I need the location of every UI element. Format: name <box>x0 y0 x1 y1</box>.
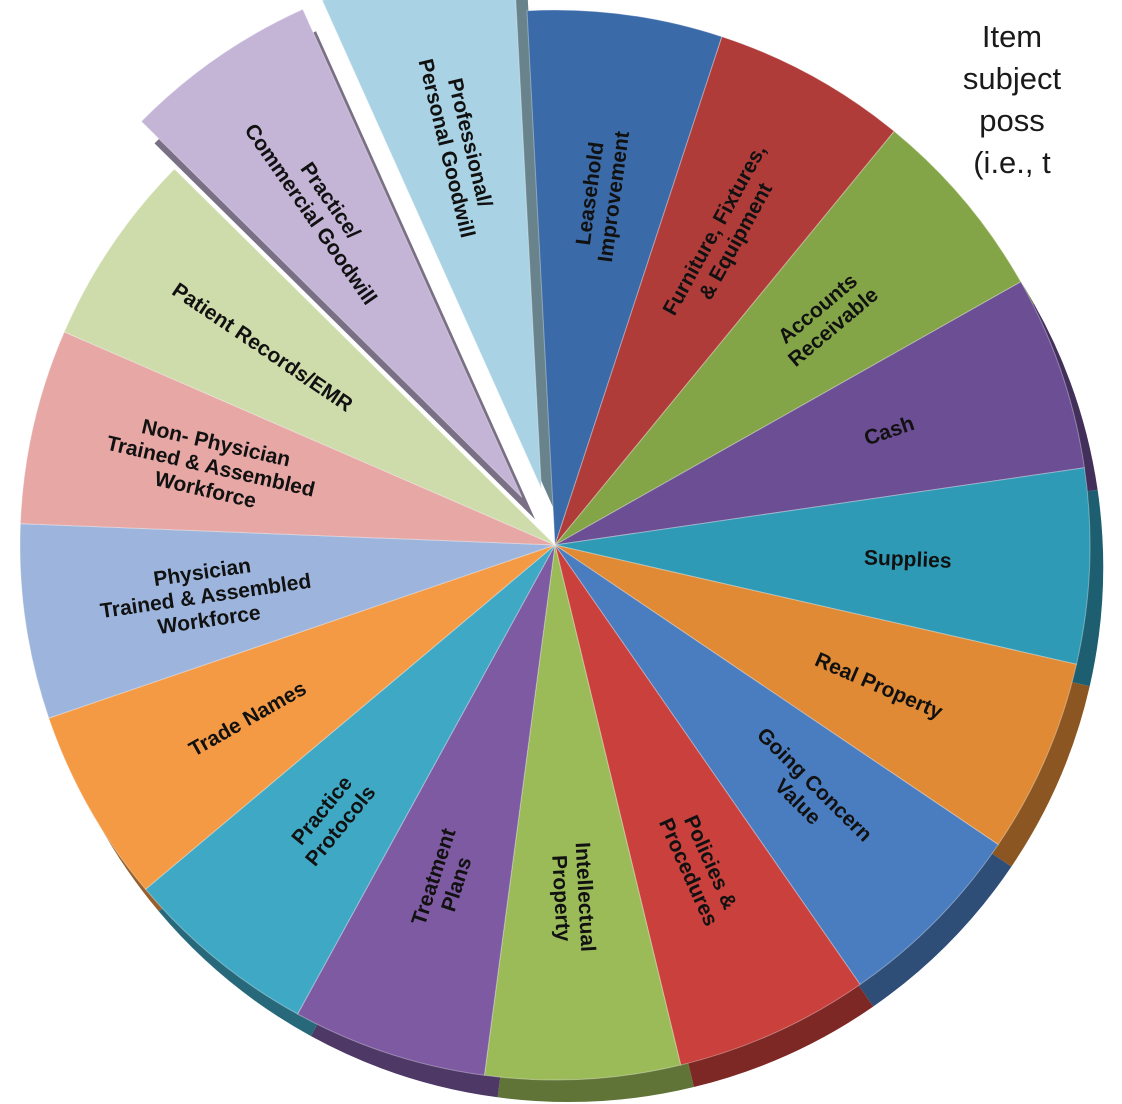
slice-physician-trained-assembled-workforce <box>19 523 556 719</box>
corner-note-line: poss <box>979 103 1045 138</box>
slice-going-concern-value <box>554 544 999 986</box>
slice-label-line: Property <box>547 855 575 943</box>
slice-label-line: Supplies <box>864 546 952 572</box>
corner-note-line: subject <box>962 61 1062 96</box>
corner-note: Item subject poss (i.e., t <box>892 16 1122 184</box>
slice-policies-procedures <box>554 544 861 1066</box>
slice-non-physician-trained-assembled-workforce <box>19 331 556 546</box>
slice-label-intellectual-property: IntellectualProperty <box>547 842 600 954</box>
slice-leasehold-improvement <box>526 9 723 546</box>
slice-label-line: Intellectual <box>571 842 600 953</box>
slice-trade-names <box>48 544 556 891</box>
slice-treatment-plans <box>296 544 556 1076</box>
slice-patient-records-emr <box>63 168 556 546</box>
slice-practice-commercial-goodwill <box>140 8 523 498</box>
corner-note-line: Item <box>981 19 1043 54</box>
slice-real-property <box>554 544 1078 846</box>
slice-cash <box>554 281 1085 546</box>
slice-intellectual-property <box>483 544 682 1081</box>
slice-practice-protocols <box>144 544 556 1015</box>
slice-supplies <box>554 467 1091 665</box>
slice-label-supplies: Supplies <box>864 546 952 572</box>
slice-furniture-fixtures-equipment <box>554 36 895 546</box>
corner-note-line: (i.e., t <box>973 145 1051 180</box>
slice-professional-personal-goodwill <box>321 0 542 489</box>
slice-accounts-receivable <box>554 130 1022 546</box>
